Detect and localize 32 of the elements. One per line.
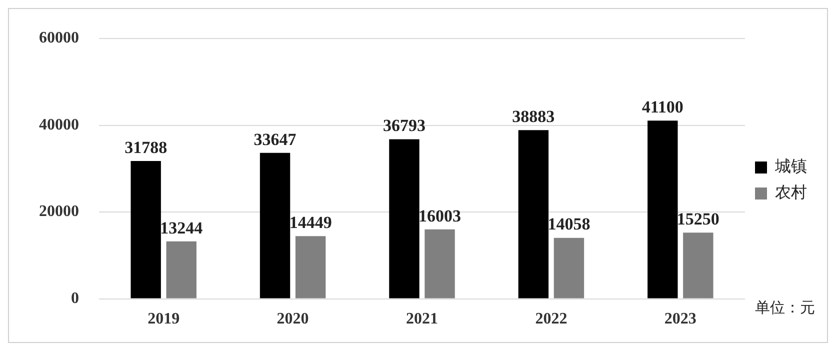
x-tick-label: 2022 [535,310,568,328]
bar [389,139,420,298]
bar [554,238,584,298]
bar [166,241,196,298]
data-label: 14058 [548,214,590,234]
data-label: 41100 [642,97,684,116]
x-tick-label: 2021 [406,310,438,328]
text: 单位：元 [755,300,815,317]
bar [424,229,455,298]
bar [295,236,326,298]
data-label: 14449 [289,213,332,232]
y-tick-label: 40000 [39,116,79,134]
bar [260,152,290,298]
data-label: 16003 [418,206,462,226]
x-tick-label: 2019 [148,310,180,328]
data-label: 33647 [254,130,297,149]
legend-label: 农村 [775,184,807,202]
bar [648,120,678,298]
x-tick-label: 2020 [276,310,309,328]
bar [518,130,549,298]
data-label: 13244 [160,218,204,238]
y-tick-label: 0 [71,290,79,307]
bar [130,160,161,298]
x-tick-label: 2023 [664,310,696,328]
data-label: 15250 [676,210,720,229]
y-tick-label: 20000 [39,203,79,220]
data-label: 36793 [382,116,426,136]
legend-label: 城镇 [774,158,807,176]
y-tick-label: 60000 [39,30,79,47]
bar [683,232,714,298]
data-label: 31788 [124,138,168,157]
data-label: 38883 [512,107,555,126]
